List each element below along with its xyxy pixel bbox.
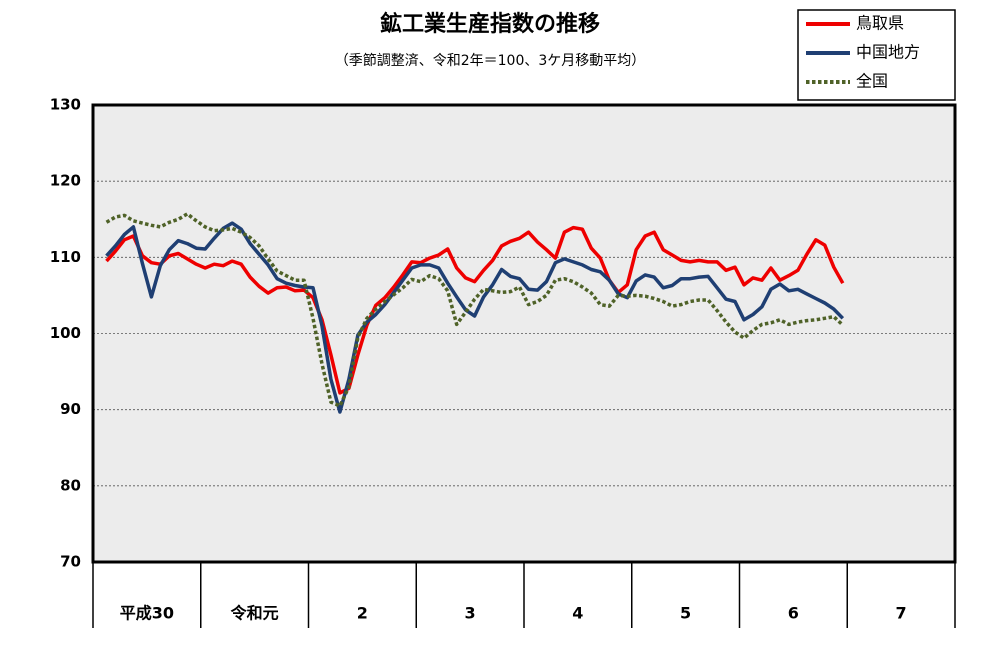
x-tick-label: 7 — [896, 604, 907, 623]
plot-frame — [91, 103, 957, 564]
y-tick-label: 90 — [60, 400, 81, 418]
x-tick-label: 4 — [572, 604, 583, 623]
legend-label: 全国 — [856, 72, 888, 91]
x-tick-label: 平成30 — [120, 604, 174, 623]
y-tick-label: 100 — [50, 324, 81, 342]
series-line — [105, 225, 845, 395]
x-tick-label: 令和元 — [230, 604, 279, 623]
plot-area — [93, 105, 955, 562]
x-tick-label: 6 — [788, 604, 799, 623]
y-tick-label: 70 — [60, 553, 81, 571]
y-tick-label: 110 — [50, 248, 81, 266]
x-tick-label: 3 — [465, 604, 476, 623]
y-tick-label: 120 — [50, 172, 81, 190]
series-line — [105, 221, 845, 414]
chart-title: 鉱工業生産指数の推移 — [380, 11, 600, 37]
x-tick-label: 5 — [680, 604, 691, 623]
legend-label: 中国地方 — [856, 43, 920, 62]
series-line — [105, 212, 844, 408]
legend-label: 鳥取県 — [856, 14, 904, 33]
y-tick-label: 130 — [50, 96, 81, 114]
y-tick-label: 80 — [60, 476, 81, 494]
chart-subtitle: （季節調整済、令和2年＝100、3ケ月移動平均） — [335, 52, 646, 69]
x-tick-label: 2 — [357, 604, 368, 623]
